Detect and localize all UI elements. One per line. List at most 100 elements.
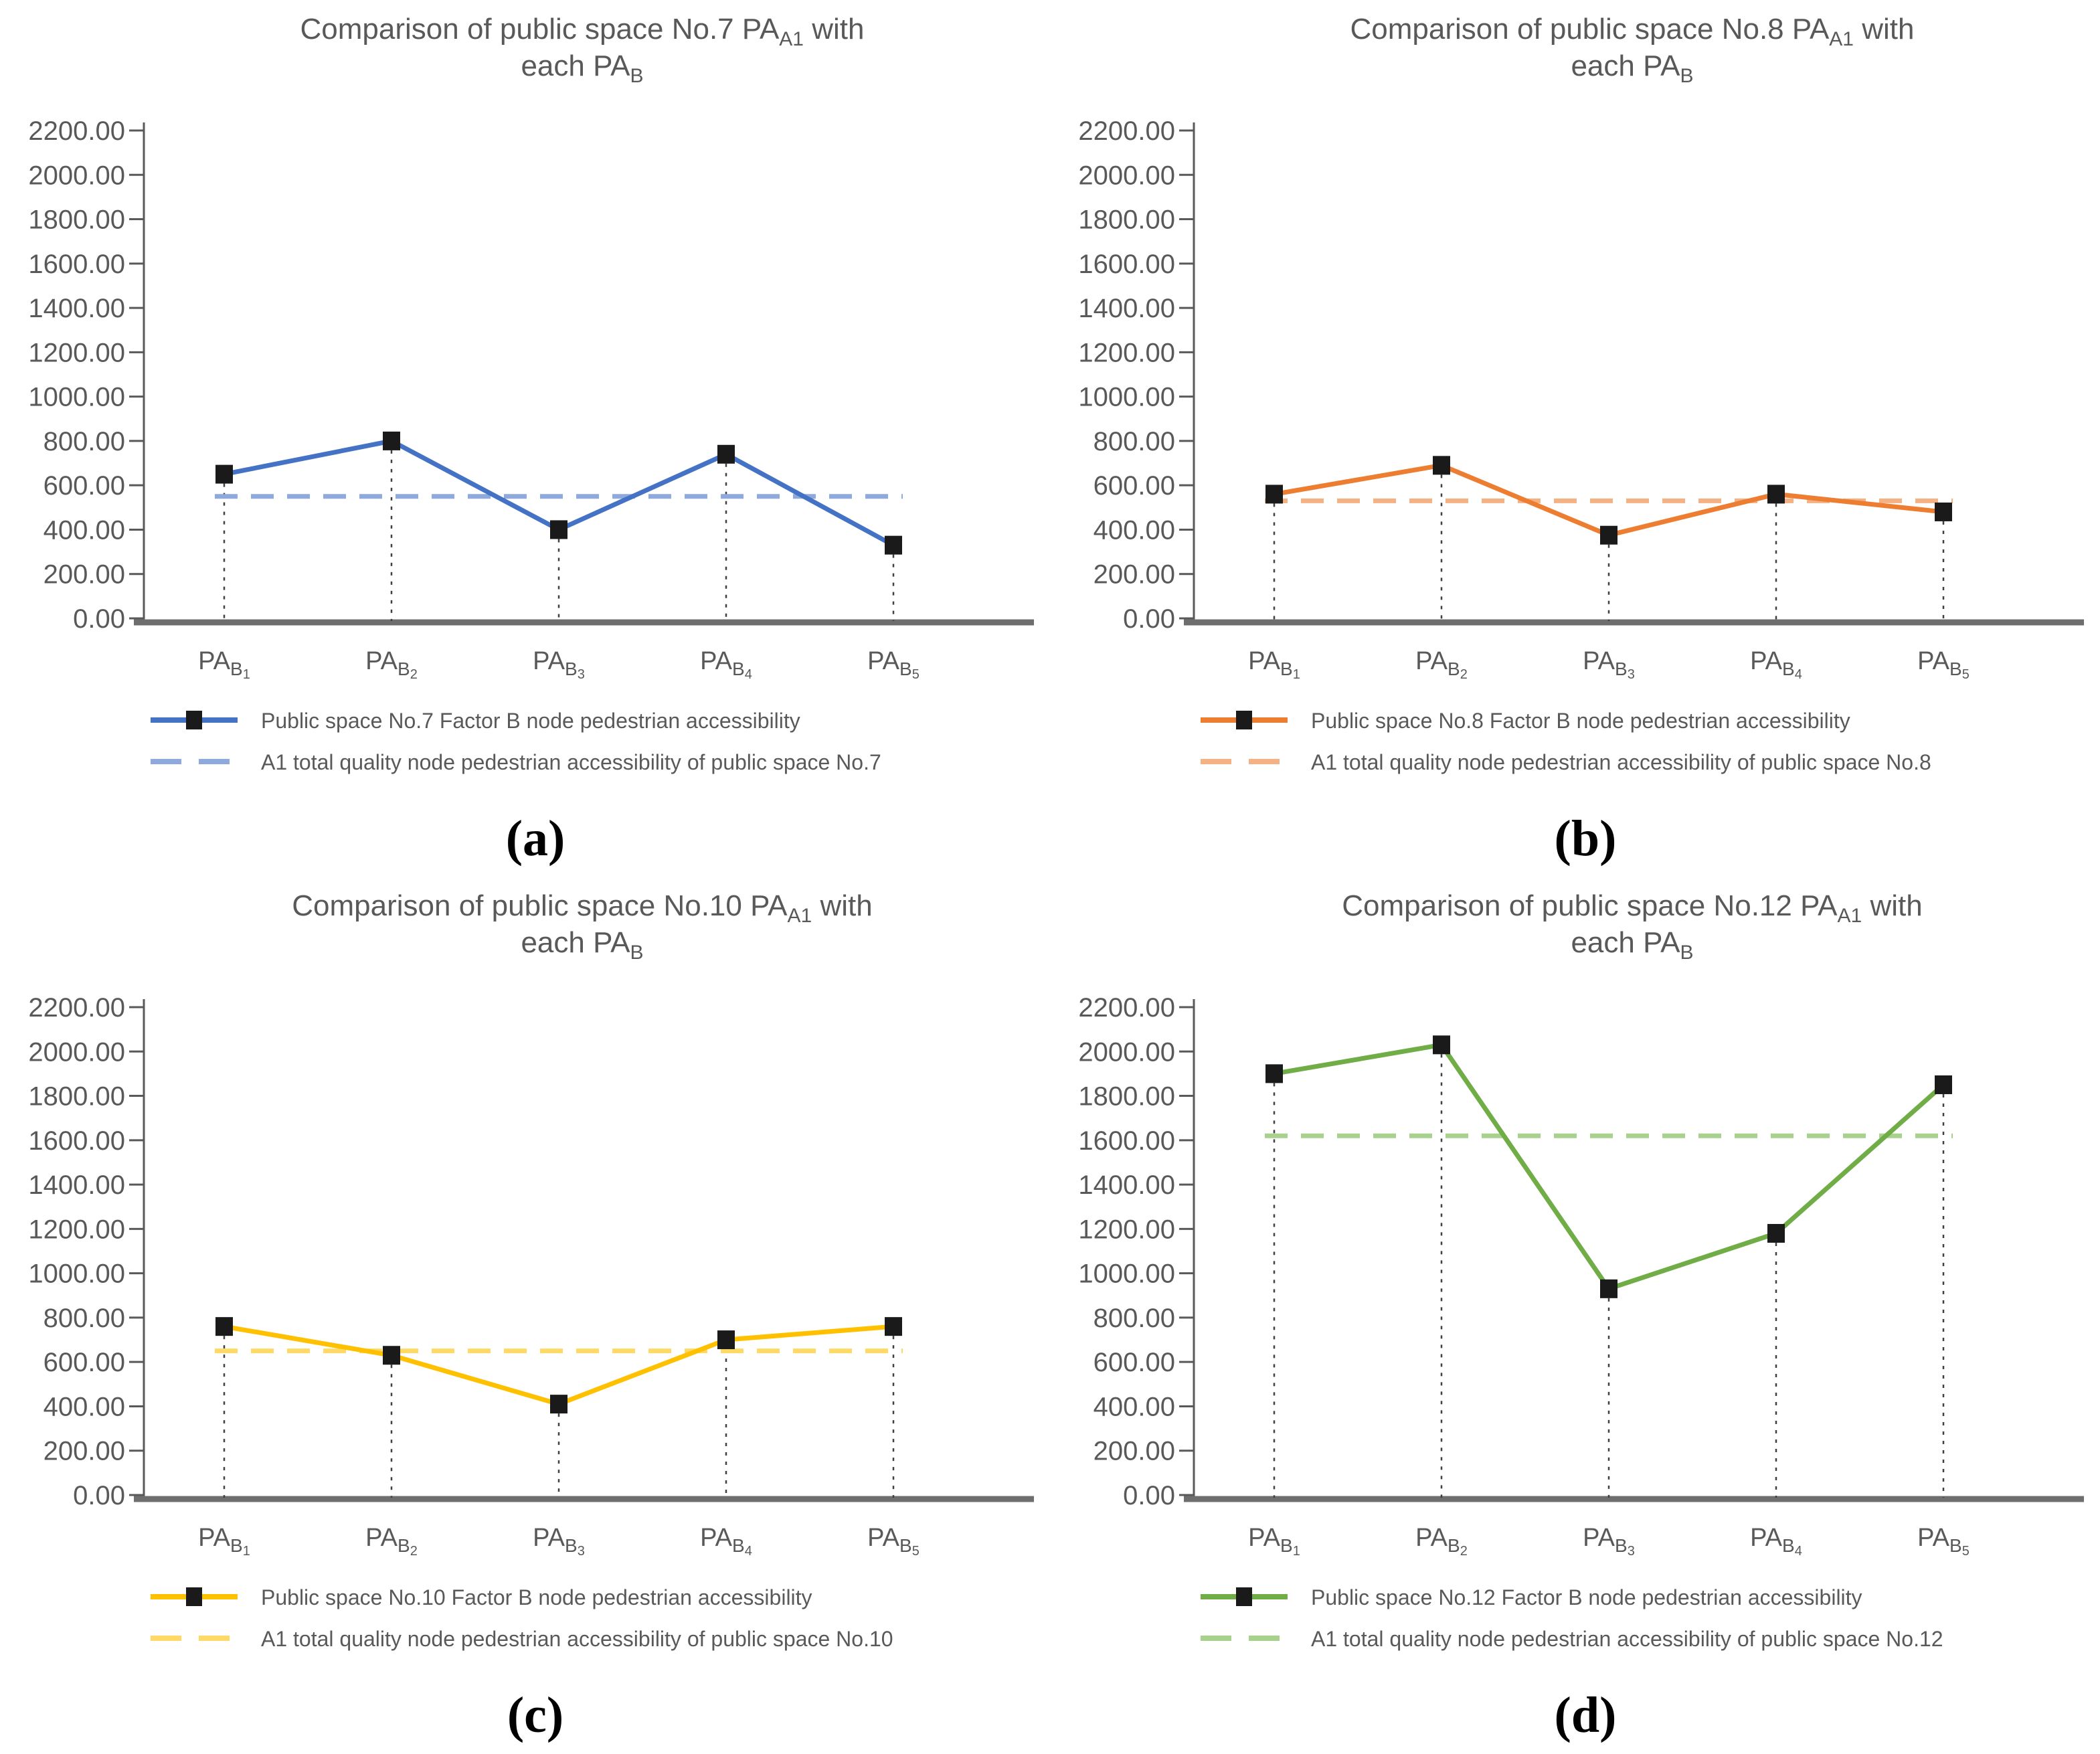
data-point-marker bbox=[215, 464, 233, 484]
y-tick-label: 1800.00 bbox=[28, 1082, 125, 1112]
legend-label-series: Public space No.10 Factor B node pedestr… bbox=[261, 1585, 812, 1609]
chart-title-line2: each PAB bbox=[1571, 50, 1693, 87]
y-tick-label: 600.00 bbox=[43, 471, 125, 501]
data-point-marker bbox=[1600, 1279, 1617, 1298]
panel-caption: (a) bbox=[506, 810, 565, 867]
y-tick-label: 2200.00 bbox=[1078, 993, 1175, 1023]
line-chart-c: Comparison of public space No.10 PAA1 wi… bbox=[28, 889, 1034, 1743]
y-tick-label: 200.00 bbox=[1093, 560, 1175, 590]
y-tick-label: 1200.00 bbox=[28, 1215, 125, 1244]
y-tick-label: 1800.00 bbox=[28, 205, 125, 235]
legend-label-reference: A1 total quality node pedestrian accessi… bbox=[261, 1627, 893, 1651]
x-tick-label: PAB4 bbox=[700, 647, 752, 682]
chart-title-line2: each PAB bbox=[1571, 926, 1693, 964]
y-tick-label: 400.00 bbox=[43, 515, 125, 545]
chart-title-line1: Comparison of public space No.7 PAA1 wit… bbox=[300, 13, 865, 50]
legend-label-reference: A1 total quality node pedestrian accessi… bbox=[1311, 1627, 1943, 1651]
x-tick-label: PAB1 bbox=[198, 647, 250, 682]
data-point-marker bbox=[1433, 456, 1450, 475]
x-tick-label: PAB3 bbox=[533, 1524, 585, 1559]
legend-label-series: Public space No.8 Factor B node pedestri… bbox=[1311, 709, 1850, 733]
data-line bbox=[1274, 1042, 1945, 1292]
x-tick-label: PAB2 bbox=[365, 1524, 418, 1559]
y-tick-label: 2000.00 bbox=[1078, 161, 1175, 190]
x-tick-label: PAB5 bbox=[1917, 1524, 1970, 1559]
y-tick-label: 1400.00 bbox=[28, 1170, 125, 1200]
legend-label-series: Public space No.12 Factor B node pedestr… bbox=[1311, 1585, 1862, 1609]
chart-title-line2: each PAB bbox=[521, 926, 643, 964]
data-point-marker bbox=[215, 1317, 233, 1336]
line-chart-d: Comparison of public space No.12 PAA1 wi… bbox=[1078, 889, 2084, 1743]
x-tick-label: PAB3 bbox=[1583, 1524, 1635, 1559]
x-tick-label: PAB5 bbox=[867, 1524, 920, 1559]
data-point-marker bbox=[1600, 525, 1617, 545]
data-point-marker bbox=[550, 1395, 567, 1414]
x-tick-label: PAB1 bbox=[1248, 1524, 1300, 1559]
y-tick-label: 1400.00 bbox=[1078, 294, 1175, 323]
y-tick-label: 1000.00 bbox=[28, 1259, 125, 1289]
data-line bbox=[224, 1324, 894, 1407]
y-tick-label: 2200.00 bbox=[28, 993, 125, 1023]
chart-panel-c: Comparison of public space No.10 PAA1 wi… bbox=[0, 877, 1050, 1754]
legend-marker-sample bbox=[186, 1587, 202, 1606]
y-tick-label: 2200.00 bbox=[1078, 116, 1175, 146]
y-tick-label: 2000.00 bbox=[28, 161, 125, 190]
x-tick-label: PAB4 bbox=[1750, 647, 1802, 682]
y-tick-label: 2200.00 bbox=[28, 116, 125, 146]
data-point-marker bbox=[717, 444, 735, 464]
x-tick-label: PAB1 bbox=[1248, 647, 1300, 682]
chart-panel-b: Comparison of public space No.8 PAA1 wit… bbox=[1050, 0, 2100, 877]
x-tick-label: PAB3 bbox=[533, 647, 585, 682]
y-tick-label: 600.00 bbox=[1093, 471, 1175, 501]
y-tick-label: 800.00 bbox=[43, 427, 125, 456]
y-tick-label: 600.00 bbox=[1093, 1348, 1175, 1377]
y-tick-label: 0.00 bbox=[73, 1481, 125, 1510]
x-tick-label: PAB1 bbox=[198, 1524, 250, 1559]
legend-marker-sample bbox=[186, 711, 202, 729]
y-tick-label: 1200.00 bbox=[28, 338, 125, 367]
chart-title-line2: each PAB bbox=[521, 50, 643, 87]
y-tick-label: 800.00 bbox=[1093, 427, 1175, 456]
data-point-marker bbox=[1265, 1064, 1283, 1083]
legend-marker-sample bbox=[1236, 1587, 1252, 1606]
chart-title-line1: Comparison of public space No.8 PAA1 wit… bbox=[1350, 13, 1915, 50]
y-tick-label: 1400.00 bbox=[1078, 1170, 1175, 1200]
y-tick-label: 1800.00 bbox=[1078, 205, 1175, 235]
y-tick-label: 1800.00 bbox=[1078, 1082, 1175, 1112]
data-point-marker bbox=[885, 1317, 902, 1336]
data-point-marker bbox=[1935, 502, 1952, 521]
data-point-marker bbox=[885, 535, 902, 555]
y-tick-label: 1600.00 bbox=[1078, 1126, 1175, 1156]
y-tick-label: 1000.00 bbox=[1078, 383, 1175, 412]
data-point-marker bbox=[1935, 1075, 1952, 1094]
data-point-marker bbox=[1767, 1223, 1785, 1243]
data-point-marker bbox=[1767, 485, 1785, 504]
x-tick-label: PAB5 bbox=[1917, 647, 1970, 682]
y-tick-label: 1000.00 bbox=[28, 383, 125, 412]
y-tick-label: 1200.00 bbox=[1078, 338, 1175, 367]
y-tick-label: 1600.00 bbox=[1078, 250, 1175, 279]
y-tick-label: 1200.00 bbox=[1078, 1215, 1175, 1244]
y-tick-label: 2000.00 bbox=[1078, 1037, 1175, 1067]
line-chart-b: Comparison of public space No.8 PAA1 wit… bbox=[1078, 13, 2084, 867]
chart-title-line1: Comparison of public space No.10 PAA1 wi… bbox=[292, 889, 872, 927]
y-tick-label: 400.00 bbox=[1093, 515, 1175, 545]
data-point-marker bbox=[717, 1330, 735, 1350]
y-tick-label: 2000.00 bbox=[28, 1037, 125, 1067]
panel-caption: (d) bbox=[1555, 1687, 1617, 1743]
y-tick-label: 600.00 bbox=[43, 1348, 125, 1377]
y-tick-label: 200.00 bbox=[1093, 1437, 1175, 1466]
chart-panel-d: Comparison of public space No.12 PAA1 wi… bbox=[1050, 877, 2100, 1754]
y-tick-label: 1600.00 bbox=[28, 1126, 125, 1156]
y-tick-label: 200.00 bbox=[43, 560, 125, 590]
line-chart-a: Comparison of public space No.7 PAA1 wit… bbox=[28, 13, 1034, 867]
y-tick-label: 0.00 bbox=[73, 604, 125, 634]
panel-caption: (c) bbox=[507, 1687, 563, 1743]
y-tick-label: 0.00 bbox=[1123, 1481, 1175, 1510]
x-tick-label: PAB4 bbox=[700, 1524, 752, 1559]
y-tick-label: 0.00 bbox=[1123, 604, 1175, 634]
data-point-marker bbox=[1265, 485, 1283, 504]
legend-marker-sample bbox=[1236, 711, 1252, 729]
chart-panel-a: Comparison of public space No.7 PAA1 wit… bbox=[0, 0, 1050, 877]
